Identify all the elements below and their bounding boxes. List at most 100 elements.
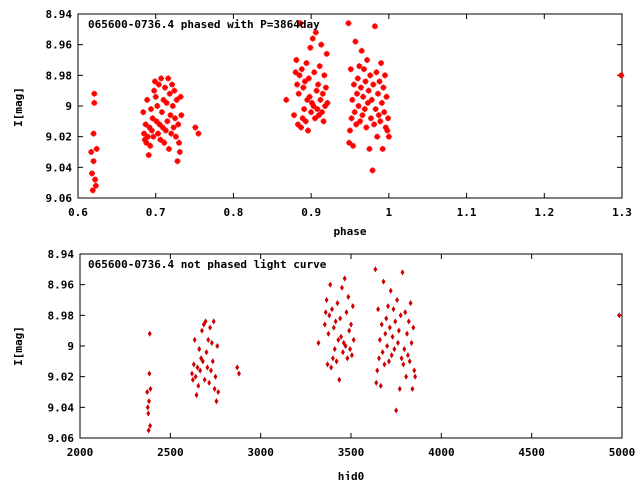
data-point <box>357 118 364 125</box>
data-point <box>199 327 204 334</box>
data-point <box>340 284 344 291</box>
x-tick-label: 5000 <box>609 446 636 459</box>
data-point <box>146 410 151 417</box>
data-point <box>207 379 212 386</box>
data-point <box>334 358 339 365</box>
y-tick-label: 8.94 <box>46 8 73 21</box>
data-point <box>406 318 411 325</box>
data-point <box>323 309 328 316</box>
data-point <box>345 355 350 362</box>
data-point <box>349 96 356 103</box>
x-tick-label: 1.2 <box>534 206 554 219</box>
x-tick-label: 0.7 <box>146 206 166 219</box>
data-point <box>162 84 169 91</box>
data-point <box>90 130 97 137</box>
data-point <box>349 352 354 359</box>
data-point <box>174 158 181 165</box>
data-point <box>140 109 147 116</box>
data-point <box>384 127 391 134</box>
data-point <box>326 330 331 337</box>
data-point <box>411 324 416 331</box>
data-point <box>168 130 175 137</box>
data-point <box>165 75 172 82</box>
data-point <box>190 370 194 377</box>
y-tick-label: 8.98 <box>48 309 75 322</box>
data-point <box>374 133 381 140</box>
x-tick-label: 4000 <box>428 446 455 459</box>
data-point <box>209 367 213 374</box>
data-point <box>367 72 374 79</box>
data-point <box>400 269 405 276</box>
data-point <box>317 96 324 103</box>
data-point <box>329 364 334 371</box>
data-point <box>195 130 202 137</box>
data-point <box>171 87 178 94</box>
data-point <box>380 84 387 91</box>
data-point <box>364 57 371 63</box>
data-point <box>159 124 166 131</box>
data-point <box>377 336 382 343</box>
data-point <box>393 318 398 325</box>
data-point <box>88 170 95 177</box>
data-point <box>385 342 390 350</box>
data-point <box>213 373 218 380</box>
data-point <box>199 355 204 362</box>
data-point <box>347 66 354 73</box>
data-point <box>405 352 410 359</box>
data-point <box>386 358 391 365</box>
data-point <box>192 336 197 343</box>
data-point <box>156 121 163 128</box>
data-point <box>344 309 349 316</box>
data-point <box>363 124 370 131</box>
unphased-y-axis-label: I[mag] <box>12 326 25 366</box>
data-point <box>283 96 290 103</box>
data-point <box>398 312 403 319</box>
data-point <box>313 87 320 94</box>
data-point <box>367 115 374 122</box>
x-tick-label: 1.1 <box>457 206 477 219</box>
unphased-ticks: 2000 2500 3000 3500 4000 4500 5000 8.94 8.96 8.98… <box>48 248 636 459</box>
data-point <box>195 364 200 371</box>
data-point <box>193 373 198 380</box>
data-point <box>618 72 625 79</box>
data-point <box>211 318 216 325</box>
unphased-panel: 2000 2500 3000 3500 4000 4500 5000 8.94 8.96 8.98… <box>12 248 635 480</box>
data-point <box>328 281 333 288</box>
data-point <box>409 339 414 346</box>
data-point <box>160 96 167 103</box>
data-point <box>350 81 357 88</box>
data-point <box>301 106 308 113</box>
data-point <box>365 87 372 94</box>
data-point <box>204 349 209 356</box>
data-point <box>176 139 183 146</box>
data-point <box>293 57 300 63</box>
y-tick-label: 9.04 <box>48 401 75 414</box>
data-point <box>301 78 308 85</box>
data-point <box>88 149 95 155</box>
x-tick-label: 2500 <box>157 446 184 459</box>
data-point <box>358 47 365 54</box>
data-point <box>298 66 305 73</box>
data-point <box>90 158 97 165</box>
data-point <box>145 388 150 396</box>
data-point <box>322 321 327 328</box>
data-point <box>343 342 348 350</box>
data-point <box>390 333 395 340</box>
data-point <box>201 321 206 328</box>
data-point <box>194 392 199 399</box>
data-point <box>165 145 172 152</box>
data-point <box>208 324 213 331</box>
data-point <box>405 330 409 337</box>
data-point <box>340 349 345 356</box>
y-tick-label: 9.02 <box>46 131 73 144</box>
data-point <box>352 38 359 45</box>
data-point <box>315 81 322 88</box>
data-point <box>324 99 331 106</box>
y-tick-label: 9.06 <box>46 192 73 205</box>
data-point <box>353 121 360 128</box>
data-point <box>310 103 317 109</box>
data-point <box>371 121 378 128</box>
data-point <box>155 81 162 88</box>
